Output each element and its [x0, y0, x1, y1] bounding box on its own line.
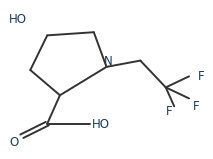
Text: N: N [104, 55, 113, 68]
Text: O: O [10, 136, 19, 149]
Text: HO: HO [92, 118, 110, 131]
Text: F: F [166, 105, 172, 118]
Text: HO: HO [9, 13, 27, 26]
Text: F: F [193, 100, 200, 113]
Text: F: F [197, 70, 204, 83]
